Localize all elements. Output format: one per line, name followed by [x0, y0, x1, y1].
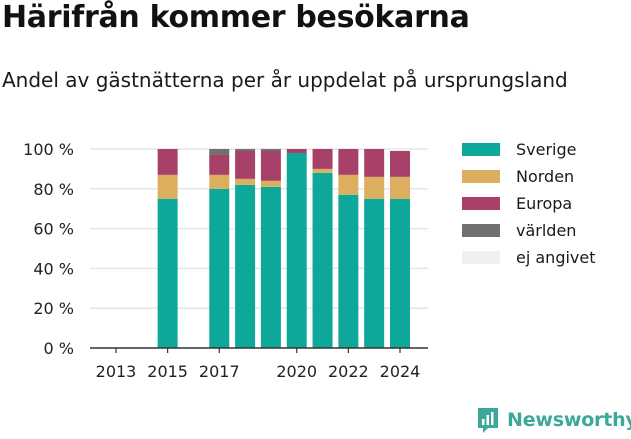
- bar-segment: [390, 149, 410, 151]
- bar-segment: [390, 176, 410, 199]
- bar-segment: [364, 149, 385, 177]
- bar-segment: [209, 154, 230, 175]
- y-tick-label: 60 %: [33, 220, 74, 239]
- bar-segment: [157, 174, 178, 199]
- legend-swatch: [462, 251, 500, 264]
- legend-label: världen: [516, 221, 577, 240]
- x-tick-label: 2022: [328, 362, 369, 381]
- bar-segment: [209, 174, 230, 189]
- x-tick-label: 2013: [96, 362, 137, 381]
- bar-segment: [338, 194, 359, 348]
- legend-label: Sverige: [516, 140, 577, 159]
- bar-segment: [364, 176, 385, 199]
- legend-item-europa: Europa: [462, 190, 596, 217]
- legend-item-ej-angivet: ej angivet: [462, 244, 596, 271]
- bar-segment: [209, 149, 230, 155]
- legend-label: ej angivet: [516, 248, 596, 267]
- bar-segment: [390, 150, 410, 177]
- x-tick-label: 2015: [147, 362, 188, 381]
- legend-item-sverige: Sverige: [462, 136, 596, 163]
- y-tick-label: 80 %: [33, 180, 74, 199]
- bar-segment: [260, 149, 281, 151]
- bar-segment: [260, 186, 281, 348]
- legend: Sverige Norden Europa världen ej angivet: [462, 136, 596, 271]
- bar-segment: [312, 149, 333, 169]
- bar-segment: [235, 184, 256, 348]
- bar-segment: [286, 149, 307, 153]
- legend-swatch: [462, 224, 500, 237]
- y-tick-label: 40 %: [33, 259, 74, 278]
- x-tick-label: 2020: [276, 362, 317, 381]
- bar-segment: [312, 168, 333, 173]
- chart-title: Härifrån kommer besökarna: [2, 0, 470, 35]
- y-tick-label: 100 %: [23, 140, 74, 159]
- y-tick-label: 0 %: [44, 339, 74, 358]
- bar-segment: [390, 198, 410, 348]
- bar-segment: [260, 180, 281, 187]
- y-tick-label: 20 %: [33, 299, 74, 318]
- legend-swatch: [462, 197, 500, 210]
- bar-segment: [338, 149, 359, 175]
- bar-segment: [312, 172, 333, 348]
- x-tick-label: 2024: [380, 362, 421, 381]
- newsworthy-logo-icon: [478, 408, 498, 433]
- bar-segment: [157, 198, 178, 348]
- legend-item-varlden: världen: [462, 217, 596, 244]
- legend-swatch: [462, 143, 500, 156]
- bar-segment: [338, 174, 359, 195]
- x-tick-label: 2017: [199, 362, 240, 381]
- bar-segment: [157, 149, 178, 175]
- bar-segment: [235, 150, 256, 179]
- chart-subtitle: Andel av gästnätterna per år uppdelat på…: [2, 68, 568, 92]
- brand-logo: Newsworthy: [476, 406, 631, 434]
- bar-segment: [209, 188, 230, 348]
- legend-item-norden: Norden: [462, 163, 596, 190]
- brand-name: Newsworthy: [507, 409, 631, 431]
- bar-segment: [260, 150, 281, 181]
- bar-segment: [286, 152, 307, 348]
- bar-segment: [235, 149, 256, 151]
- legend-label: Norden: [516, 167, 575, 186]
- legend-label: Europa: [516, 194, 573, 213]
- bar-segment: [364, 198, 385, 348]
- bar-segment: [235, 178, 256, 185]
- legend-swatch: [462, 170, 500, 183]
